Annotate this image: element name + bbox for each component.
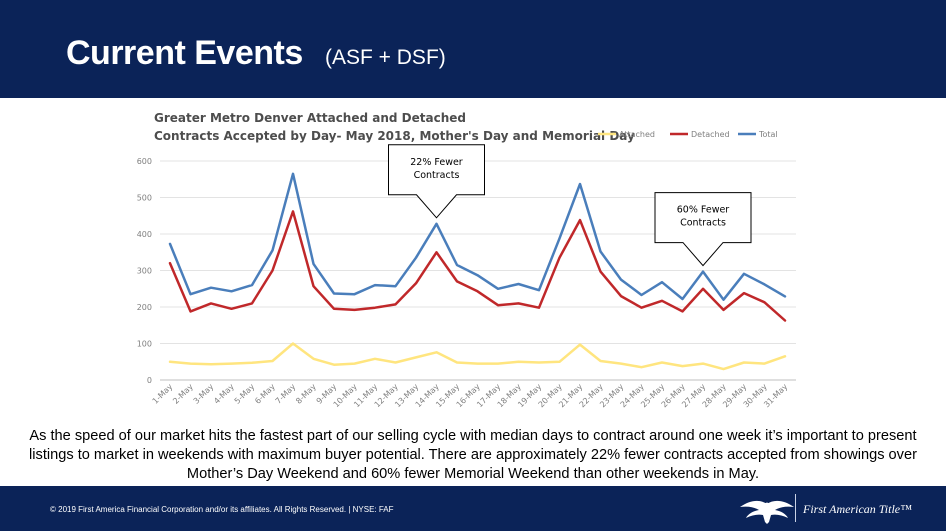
callout-text: 22% Fewer xyxy=(410,157,463,168)
y-tick-label: 500 xyxy=(137,194,152,203)
eagle-logo-icon xyxy=(740,500,794,524)
contracts-chart: Greater Metro Denver Attached and Detach… xyxy=(0,101,946,419)
y-tick-label: 300 xyxy=(137,267,152,276)
callout-box xyxy=(654,192,752,267)
y-tick-label: 400 xyxy=(137,230,152,239)
y-tick-label: 100 xyxy=(137,340,152,349)
callout-text: Contracts xyxy=(414,170,460,181)
series-line-detached xyxy=(168,210,787,322)
chart-title-line: Contracts Accepted by Day- May 2018, Mot… xyxy=(154,129,635,143)
y-tick-label: 600 xyxy=(137,157,152,166)
x-tick-label: 2-May xyxy=(171,382,195,406)
x-tick-label: 4-May xyxy=(212,382,236,406)
chart-svg: Greater Metro Denver Attached and Detach… xyxy=(137,111,796,409)
chart-title-line: Greater Metro Denver Attached and Detach… xyxy=(154,111,466,125)
callout-text: 60% Fewer xyxy=(677,205,730,216)
series-line-attached xyxy=(168,342,787,371)
slide-footer: © 2019 First America Financial Corporati… xyxy=(0,486,946,531)
legend-label-attached: Attached xyxy=(619,130,655,139)
copyright-text: © 2019 First America Financial Corporati… xyxy=(50,505,394,514)
slide-header: Current Events (ASF + DSF) xyxy=(0,0,946,101)
brand-name: First American Title™ xyxy=(803,502,912,516)
callout-text: Contracts xyxy=(680,218,726,229)
body-paragraph: As the speed of our market hits the fast… xyxy=(29,428,917,482)
x-tick-label: 3-May xyxy=(192,382,216,406)
logo-divider xyxy=(795,494,796,522)
x-tick-label: 8-May xyxy=(294,382,318,406)
series-line-total xyxy=(168,172,787,301)
legend-label-detached: Detached xyxy=(691,130,730,139)
y-tick-label: 200 xyxy=(137,303,152,312)
callout-box xyxy=(388,144,485,219)
slide-subtitle: (ASF + DSF) xyxy=(325,46,446,69)
x-tick-label: 5-May xyxy=(233,382,257,406)
x-tick-label: 7-May xyxy=(274,382,298,406)
x-tick-label: 6-May xyxy=(253,382,277,406)
legend-label-total: Total xyxy=(758,130,778,139)
x-tick-label: 1-May xyxy=(151,382,175,406)
y-tick-label: 0 xyxy=(147,376,152,385)
slide-title: Current Events xyxy=(66,34,303,72)
